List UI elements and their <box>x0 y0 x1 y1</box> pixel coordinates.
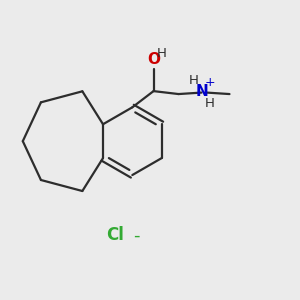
Text: H: H <box>205 97 215 110</box>
Text: H: H <box>157 47 167 60</box>
Text: N: N <box>195 84 208 99</box>
Text: Cl: Cl <box>106 226 124 244</box>
Text: O: O <box>147 52 160 67</box>
Text: H: H <box>188 74 198 87</box>
Text: +: + <box>205 76 216 89</box>
Text: -: - <box>134 226 140 244</box>
